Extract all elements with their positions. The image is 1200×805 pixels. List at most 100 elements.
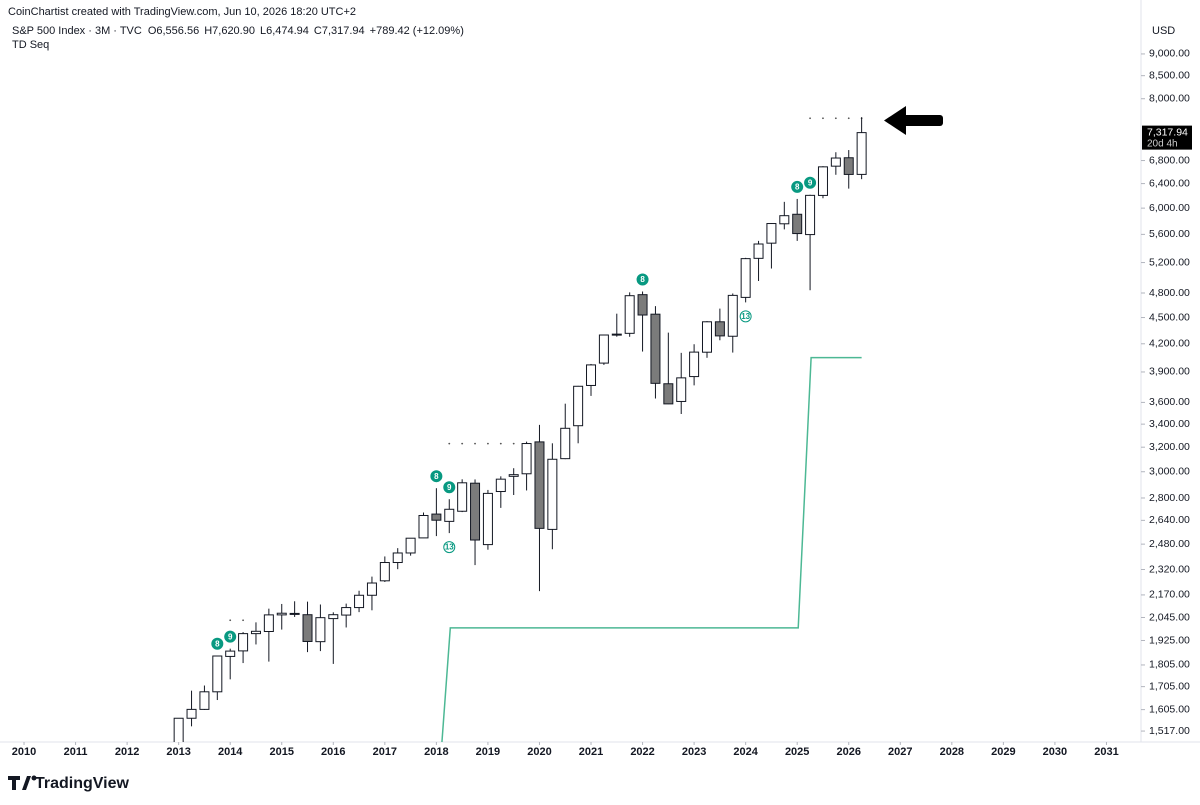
- td-count: 9: [224, 630, 237, 643]
- td-count-label: 9: [447, 483, 452, 492]
- price-label: 7,317.94: [1147, 126, 1188, 138]
- x-tick-label: 2014: [218, 746, 243, 758]
- candle-body: [727, 294, 738, 337]
- td-dot: [474, 442, 476, 445]
- td-dot: [512, 442, 515, 445]
- td-count-label: 9: [808, 178, 813, 187]
- candle-body: [521, 443, 532, 475]
- td-count-label: 8: [434, 472, 439, 481]
- x-tick-label: 2023: [682, 746, 706, 758]
- brand: TradingView: [35, 775, 130, 792]
- td-dot: [448, 442, 451, 445]
- x-tick-label: 2011: [64, 746, 88, 758]
- candle-body: [328, 614, 339, 620]
- x-tick-label: 2010: [12, 746, 36, 758]
- td-count-label: 9: [228, 632, 233, 641]
- candle-body: [315, 617, 326, 643]
- td-count-badge: [211, 637, 224, 650]
- candle-body: [624, 295, 635, 334]
- candle-body: [354, 594, 365, 609]
- candle-body: [830, 157, 841, 167]
- td-count: 8: [430, 470, 443, 483]
- td-count: 8: [636, 273, 649, 286]
- symbol: S&P 500 Index · 3M · TVC: [12, 25, 142, 37]
- x-tick-label: 2024: [733, 746, 758, 758]
- candle-body: [714, 321, 725, 337]
- candle-body: [199, 691, 210, 710]
- x-tick-label: 2015: [270, 746, 294, 758]
- td-count-badge: [739, 310, 752, 323]
- x-tick-label: 2018: [424, 746, 448, 758]
- y-tick-label: 3,400.00: [1149, 418, 1190, 430]
- y-tick-label: 2,480.00: [1149, 538, 1190, 550]
- candle-body: [598, 334, 609, 364]
- brand-logo: [8, 775, 37, 790]
- y-tick-label: 3,600.00: [1149, 396, 1190, 408]
- candle-body: [560, 427, 571, 460]
- td-count-badge: [430, 470, 443, 483]
- indicator-name: TD Seq: [12, 39, 49, 51]
- td-dot: [809, 117, 811, 120]
- candle-body: [701, 321, 712, 353]
- y-tick-label: 6,400.00: [1149, 177, 1190, 189]
- y-tick-label: 3,000.00: [1149, 466, 1190, 478]
- y-tick-label: 2,640.00: [1149, 514, 1190, 526]
- td-dot: [229, 619, 232, 622]
- td-count-badge: [636, 273, 649, 286]
- x-tick-label: 2020: [527, 746, 551, 758]
- y-tick-label: 6,000.00: [1149, 202, 1190, 214]
- y-tick-label: 1,705.00: [1149, 680, 1190, 692]
- candle-body: [366, 582, 377, 596]
- td-count-badge: [443, 541, 456, 554]
- td-count: 9: [804, 176, 817, 189]
- y-tick-label: 1,925.00: [1149, 634, 1190, 646]
- candle-body: [689, 351, 700, 378]
- x-tick-label: 2031: [1094, 746, 1118, 758]
- td-count-badge: [443, 481, 456, 494]
- symbol-legend: S&P 500 Index · 3M · TVC O6,556.56 H7,620.…: [12, 25, 464, 37]
- candle-body: [225, 650, 236, 657]
- candle-body: [779, 215, 790, 225]
- candle-body: [805, 194, 816, 236]
- y-tick-label: 5,600.00: [1149, 228, 1190, 240]
- ohlc-change: +789.42 (+12.09%): [370, 25, 464, 37]
- td-count-label: 8: [215, 639, 220, 648]
- candle-body: [637, 294, 648, 316]
- candle-body: [470, 482, 481, 541]
- y-tick-label: 4,200.00: [1149, 338, 1190, 350]
- candle-body: [418, 514, 429, 539]
- td-dot: [499, 442, 502, 445]
- candle-body: [392, 552, 403, 564]
- countdown-label: 20d 4h: [1147, 138, 1178, 149]
- candle-body: [379, 562, 390, 582]
- td-count: 8: [791, 180, 804, 193]
- x-tick-label: 2022: [630, 746, 654, 758]
- candle-body: [817, 166, 828, 196]
- candle-body: [534, 441, 545, 529]
- y-tick-label: 6,800.00: [1149, 154, 1190, 166]
- td-count-badge: [791, 180, 804, 193]
- ohlc-low: L6,474.94: [260, 25, 309, 37]
- td-count: 8: [211, 637, 224, 650]
- candle-body: [238, 633, 249, 652]
- candle-body: [843, 157, 854, 175]
- td-support-line: [441, 356, 862, 742]
- ohlc-open: O6,556.56: [148, 25, 199, 37]
- td-count: 13: [739, 310, 752, 323]
- x-tick-label: 2013: [166, 746, 190, 758]
- candle-body: [444, 508, 455, 522]
- td-count-label: 13: [445, 543, 454, 552]
- candle-body: [753, 243, 764, 259]
- candle-body: [650, 313, 661, 384]
- td-count: 9: [443, 481, 456, 494]
- y-tick-label: 5,200.00: [1149, 256, 1190, 268]
- y-tick-label: 4,500.00: [1149, 311, 1190, 323]
- candle-body: [431, 513, 442, 521]
- candle-body: [792, 213, 803, 235]
- candle-body: [302, 614, 313, 642]
- y-tick-label: 9,000.00: [1149, 48, 1190, 60]
- candle-body: [740, 258, 751, 298]
- candle-body: [457, 482, 468, 512]
